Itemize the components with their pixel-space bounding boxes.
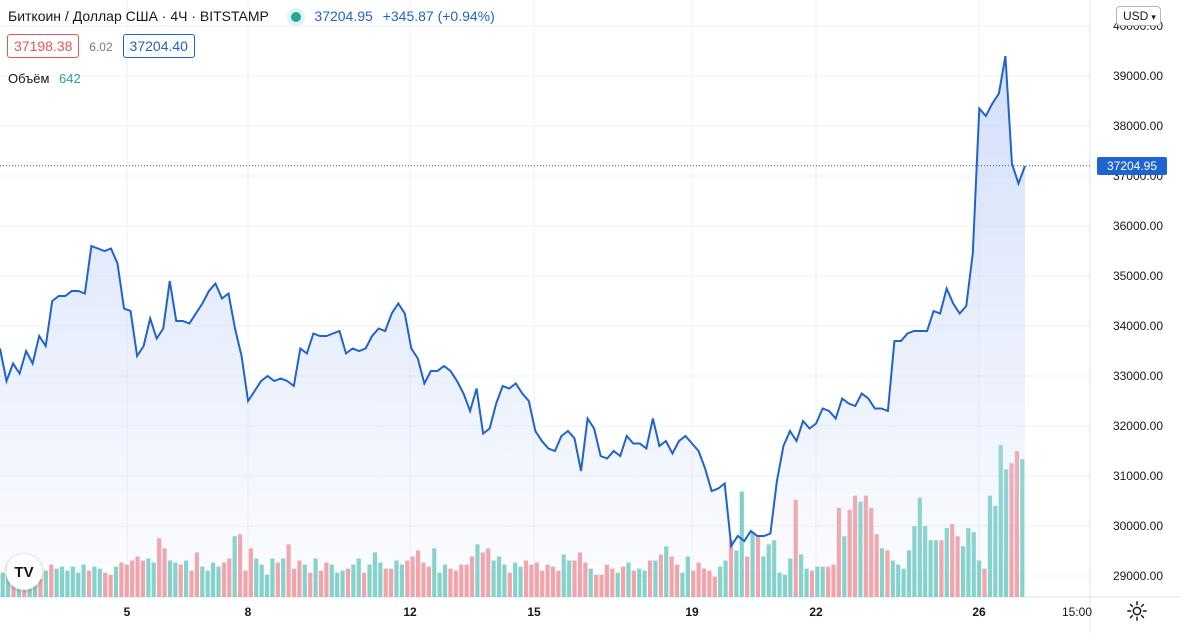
price-tick-label: 34000.00: [1113, 319, 1163, 333]
time-tick-label: 12: [403, 605, 417, 619]
symbol-legend[interactable]: Биткоин / Доллар США · 4Ч · BITSTAMP 372…: [8, 8, 495, 24]
symbol-title[interactable]: Биткоин / Доллар США · 4Ч · BITSTAMP: [8, 8, 269, 24]
price-tick-label: 36000.00: [1113, 219, 1163, 233]
bid-ask-row: 37198.38 6.02 37204.40: [7, 34, 195, 58]
price-axis: 29000.00 30000.00 31000.00 32000.00 33000.00…: [1113, 19, 1163, 583]
logo-text: TV: [14, 563, 34, 581]
time-tick-label: 5: [124, 605, 131, 619]
chevron-down-icon: ▾: [1151, 12, 1156, 22]
volume-value: 642: [59, 71, 81, 86]
price-line: [0, 55, 1026, 549]
time-tick-label: 22: [809, 605, 823, 619]
currency-selector[interactable]: USD ▾: [1116, 6, 1161, 26]
price-tick-label: 35000.00: [1113, 269, 1163, 283]
price-tick-label: 32000.00: [1113, 419, 1163, 433]
time-tick-label: 15: [527, 605, 541, 619]
currency-label: USD: [1123, 9, 1149, 23]
price-tick-label: 33000.00: [1113, 369, 1163, 383]
price-change: +345.87 (+0.94%): [382, 8, 495, 24]
price-tick-label: 38000.00: [1113, 119, 1163, 133]
price-tick-label: 30000.00: [1113, 519, 1163, 533]
time-tick-label: 15:00: [1062, 605, 1092, 619]
tradingview-logo[interactable]: TV: [6, 554, 42, 590]
gear-icon[interactable]: [1126, 600, 1148, 622]
price-tick-label: 29000.00: [1113, 569, 1163, 583]
price-tick-label: 31000.00: [1113, 469, 1163, 483]
price-tick-label: 39000.00: [1113, 69, 1163, 83]
time-tick-label: 19: [685, 605, 699, 619]
last-price: 37204.95: [314, 8, 373, 24]
ask-price[interactable]: 37204.40: [122, 34, 195, 58]
bid-price[interactable]: 37198.38: [7, 34, 80, 58]
volume-label: Объём: [8, 71, 50, 86]
price-area-fill: [0, 56, 1025, 597]
time-axis: 5 8 12 15 19 22 26 15:00: [124, 605, 1093, 619]
spread-value: 6.02: [89, 40, 113, 54]
last-price-tag: 37204.95: [1097, 157, 1167, 175]
market-status-icon: [290, 12, 301, 23]
volume-legend[interactable]: Объём 642: [8, 71, 81, 86]
time-tick-label: 8: [245, 605, 252, 619]
time-tick-label: 26: [972, 605, 986, 619]
